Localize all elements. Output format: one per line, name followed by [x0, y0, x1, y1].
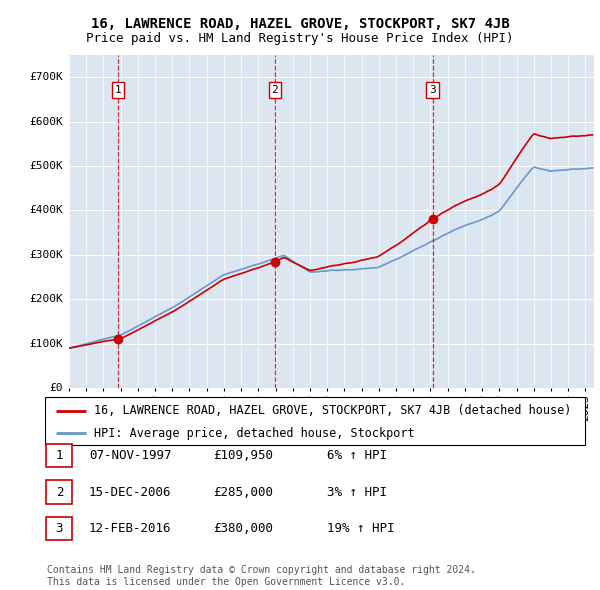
Text: £700K: £700K	[29, 72, 63, 82]
Text: 3% ↑ HPI: 3% ↑ HPI	[327, 486, 387, 499]
Text: £285,000: £285,000	[213, 486, 273, 499]
Text: 16, LAWRENCE ROAD, HAZEL GROVE, STOCKPORT, SK7 4JB: 16, LAWRENCE ROAD, HAZEL GROVE, STOCKPOR…	[91, 17, 509, 31]
Text: £109,950: £109,950	[213, 449, 273, 462]
Text: 16, LAWRENCE ROAD, HAZEL GROVE, STOCKPORT, SK7 4JB (detached house): 16, LAWRENCE ROAD, HAZEL GROVE, STOCKPOR…	[94, 404, 571, 417]
Text: Price paid vs. HM Land Registry's House Price Index (HPI): Price paid vs. HM Land Registry's House …	[86, 32, 514, 45]
Text: £200K: £200K	[29, 294, 63, 304]
Text: £600K: £600K	[29, 117, 63, 126]
Text: 3: 3	[56, 522, 63, 535]
Text: £380,000: £380,000	[213, 522, 273, 535]
Text: 3: 3	[429, 85, 436, 95]
Text: HPI: Average price, detached house, Stockport: HPI: Average price, detached house, Stoc…	[94, 427, 414, 440]
Text: Contains HM Land Registry data © Crown copyright and database right 2024.
This d: Contains HM Land Registry data © Crown c…	[47, 565, 476, 587]
Text: 2: 2	[271, 85, 278, 95]
Text: 2: 2	[56, 486, 63, 499]
Text: £400K: £400K	[29, 205, 63, 215]
Text: £100K: £100K	[29, 339, 63, 349]
Text: £300K: £300K	[29, 250, 63, 260]
Text: £500K: £500K	[29, 161, 63, 171]
Text: 07-NOV-1997: 07-NOV-1997	[89, 449, 172, 462]
Text: 19% ↑ HPI: 19% ↑ HPI	[327, 522, 395, 535]
Text: 6% ↑ HPI: 6% ↑ HPI	[327, 449, 387, 462]
Text: 1: 1	[115, 85, 121, 95]
Text: 1: 1	[56, 449, 63, 462]
Text: 15-DEC-2006: 15-DEC-2006	[89, 486, 172, 499]
Text: 12-FEB-2016: 12-FEB-2016	[89, 522, 172, 535]
Text: £0: £0	[49, 384, 63, 393]
